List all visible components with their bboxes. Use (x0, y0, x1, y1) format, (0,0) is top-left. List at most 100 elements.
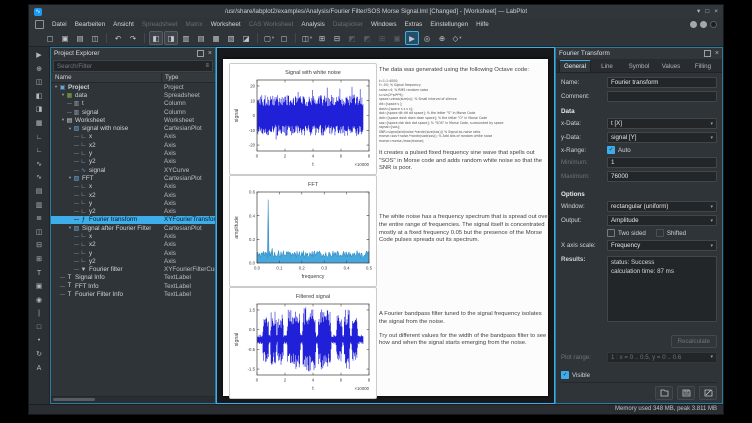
text-label-icon[interactable]: T (36, 269, 42, 277)
menu-datei[interactable]: Datei (52, 20, 67, 28)
tab-symbol[interactable]: Symbol (628, 63, 650, 70)
bar-plot-icon[interactable]: ≣ (36, 215, 42, 223)
user-icon[interactable] (710, 20, 717, 28)
select-mode-icon[interactable]: ▶ (405, 31, 419, 45)
redo-icon[interactable]: ↷ (129, 33, 137, 43)
menu-bearbeiten[interactable]: Bearbeiten (74, 20, 106, 28)
axis-vertical-icon[interactable]: ∟ (35, 133, 43, 141)
custom-point-icon[interactable]: • (37, 337, 41, 345)
layout-vertical-icon[interactable]: ▥ (182, 33, 190, 43)
tree-row-x2[interactable]: ∟ x2 Axis (51, 141, 215, 149)
plot-filtered-signal[interactable]: Filtered signal 0 2 4 6 8 -1.5 -0.5 0.5 1.5 t signa… (229, 287, 377, 399)
two-sided-checkbox[interactable] (607, 229, 615, 237)
tree-row-project[interactable]: ▾ ▣ Project Project (51, 83, 215, 91)
box-plot-icon[interactable]: ◫ (35, 228, 43, 236)
image-icon[interactable]: ▣ (35, 283, 43, 291)
maximize-button[interactable]: □ (705, 7, 710, 15)
new-document-icon[interactable]: ▢ (46, 33, 54, 43)
shrink-icon[interactable]: ⊟ (36, 242, 42, 250)
expander-icon[interactable]: ▾ (61, 117, 65, 123)
tree-horizontal-scrollbar[interactable] (51, 396, 215, 403)
float-dock-icon[interactable] (703, 50, 711, 57)
open-folder-icon[interactable]: ▣ (61, 33, 69, 43)
tab-filling[interactable]: Filling (694, 63, 712, 70)
add-grid-icon[interactable]: ⊟ (333, 33, 341, 43)
layout-grid-icon[interactable]: ▦ (212, 33, 220, 43)
worksheet-view[interactable]: Signal with white noise 0 2 4 6 8 -20 -10 0 10 20 t… (216, 47, 555, 404)
tree-row-signal-info[interactable]: T Signal Info TextLabel (51, 274, 215, 282)
menu-cas-worksheet[interactable]: CAS Worksheet (248, 20, 294, 28)
tree-row-y2[interactable]: ∟ y2 Axis (51, 207, 215, 215)
tab-values[interactable]: Values (661, 63, 681, 70)
reference-line-icon[interactable]: | (38, 310, 40, 318)
close-button[interactable]: × (714, 7, 718, 15)
search-filter-field[interactable]: ≡ (53, 60, 213, 72)
tree-row-y[interactable]: ∟ y Axis (51, 199, 215, 207)
add-matrix-icon[interactable]: ⊞ (318, 33, 326, 43)
tree-column-header[interactable]: Name Type (51, 73, 215, 83)
tree-row-fft[interactable]: ▾ ▧ FFT CartesianPlot (51, 174, 215, 182)
menu-hilfe[interactable]: Hilfe (476, 20, 489, 28)
xy-equation-curve-icon[interactable]: ∿ (36, 174, 42, 182)
tree-row-x2[interactable]: ∟ x2 Axis (51, 241, 215, 249)
zoom-x-icon[interactable]: ◧ (35, 92, 43, 100)
zoom-select-icon[interactable]: ◫ (35, 79, 43, 87)
tree-row-worksheet[interactable]: ▾ ▤ Worksheet Worksheet (51, 116, 215, 124)
ydata-combobox[interactable]: signal [Y] ▾ (607, 132, 717, 143)
window-menu-icon[interactable] (35, 19, 44, 29)
tree-row-signal[interactable]: ▥ signal Column (51, 108, 215, 116)
output-combobox[interactable]: Amplitude ▾ (607, 215, 717, 226)
menu-matrix[interactable]: Matrix (185, 20, 203, 28)
layout-horizontal-icon[interactable]: ▤ (197, 33, 205, 43)
plot-signal-with-noise[interactable]: Signal with white noise 0 2 4 6 8 -20 -10 0 10 20 t… (229, 63, 377, 175)
expander-icon[interactable]: ▾ (61, 92, 65, 98)
magnification-icon[interactable]: ◇ ▾ (452, 33, 462, 43)
save-template-button[interactable] (677, 386, 695, 400)
tree-row-x[interactable]: ∟ x Axis (51, 232, 215, 240)
search-input[interactable] (54, 62, 206, 70)
comment-field[interactable] (607, 91, 717, 102)
histogram-icon[interactable]: ▥ (35, 201, 43, 209)
crosshair-icon[interactable]: ⊕ (36, 65, 42, 73)
axis-horizontal-icon[interactable]: ∟ (35, 147, 43, 155)
name-field[interactable]: Fourier transform (607, 77, 717, 88)
tree-row-t[interactable]: ▥ t Column (51, 100, 215, 108)
add-plot-four-axes-icon[interactable]: ▢ (280, 33, 288, 43)
menu-einstellungen[interactable]: Einstellungen (430, 20, 469, 28)
rotate-icon[interactable]: ↻ (36, 351, 42, 359)
break-layout-icon[interactable]: ▧ (227, 33, 235, 43)
tree-row-y[interactable]: ∟ y Axis (51, 249, 215, 257)
plot-range-combobox[interactable]: 1 : x = 0 .. 0.5, y = 0 .. 0.6 ▾ (607, 351, 717, 363)
zoom-y-icon[interactable]: ◨ (35, 106, 43, 114)
minimize-button[interactable]: ▾ (697, 7, 701, 15)
feedback-icon[interactable] (700, 20, 707, 28)
tree-row-signal[interactable]: ∿ signal XYCurve (51, 166, 215, 174)
float-panel-icon[interactable] (196, 50, 204, 57)
tree-row-y[interactable]: ∟ y Axis (51, 149, 215, 157)
xdata-combobox[interactable]: t [X] ▾ (607, 118, 717, 129)
minimum-field[interactable]: 1 (607, 157, 717, 168)
xy-curve-icon[interactable]: ∿ (36, 160, 42, 168)
legend-icon[interactable]: ▤ (35, 187, 43, 195)
recalculate-button[interactable]: Recalculate (670, 334, 717, 348)
print-icon[interactable]: ◫ (91, 33, 99, 43)
raise-icon[interactable]: ⊞ (378, 33, 386, 43)
filter-options-icon[interactable]: ≡ (205, 63, 209, 69)
undo-icon[interactable]: ↶ (114, 33, 122, 43)
window-combobox[interactable]: rectangular (uniform) ▾ (607, 201, 717, 212)
menu-analysis[interactable]: Analysis (301, 20, 325, 28)
save-icon[interactable]: ▤ (76, 33, 84, 43)
reference-range-icon[interactable]: □ (36, 323, 42, 331)
menu-worksheet[interactable]: Worksheet (210, 20, 241, 28)
menu-ansicht[interactable]: Ansicht (113, 20, 134, 28)
menu-spreadsheet[interactable]: Spreadsheet (141, 20, 178, 28)
select-region-toggle-icon[interactable]: ◨ (164, 31, 178, 45)
font-icon[interactable]: A (36, 364, 42, 372)
tree-row-signal-after-fourier-filter[interactable]: ▾ ▧ Signal after Fourier Filter CartesianPl… (51, 224, 215, 232)
ungroup-icon[interactable]: ◩ (363, 33, 371, 43)
tree-row-fourier-filter[interactable]: ▼Fourier filter XYFourierFilterCurve (51, 266, 215, 274)
menu-windows[interactable]: Windows (370, 20, 397, 28)
crosshair-mode-icon[interactable]: ◎ (423, 33, 431, 43)
select-arrow-icon[interactable]: ▶ (36, 52, 42, 59)
zoom-select-toggle-icon[interactable]: ◧ (149, 31, 163, 45)
